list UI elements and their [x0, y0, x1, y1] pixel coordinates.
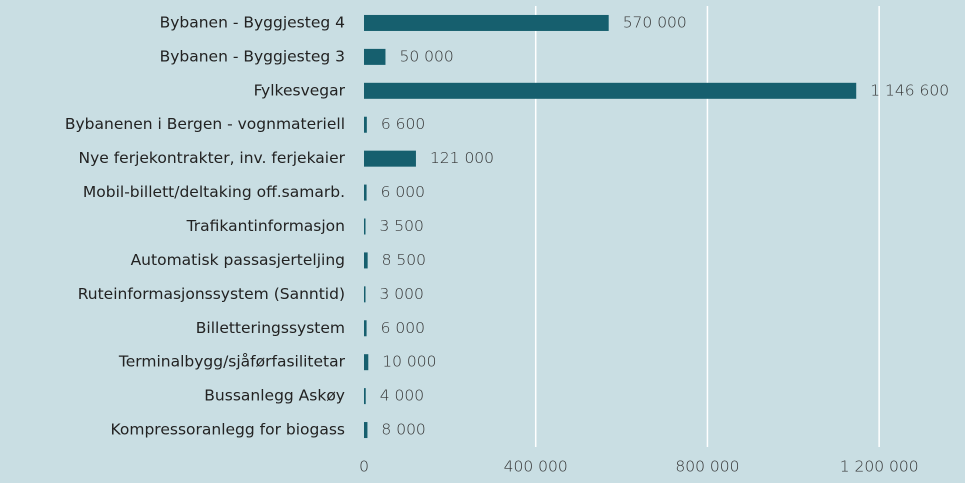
bar	[364, 48, 386, 65]
y-tick-label: Bybanen - Byggjesteg 3	[160, 47, 345, 65]
y-tick-label: Bybanen - Byggjesteg 4	[160, 13, 345, 31]
y-tick-label: Billetteringssystem	[196, 319, 345, 337]
y-tick-label: Kompressoranlegg for biogass	[110, 421, 345, 439]
bar	[364, 286, 366, 303]
bar	[364, 388, 366, 405]
bar	[364, 320, 367, 337]
bar	[364, 184, 367, 201]
y-tick-label: Terminalbygg/sjåførfasilitetar	[118, 353, 346, 371]
x-tick-label: 1 200 000	[840, 458, 919, 476]
bar	[364, 218, 366, 235]
bar	[364, 116, 367, 133]
x-tick-label: 800 000	[675, 458, 739, 476]
value-label: 121 000	[430, 149, 494, 167]
y-tick-label: Automatisk passasjerteljing	[131, 251, 345, 269]
bar	[364, 14, 609, 31]
y-tick-label: Nye ferjekontrakter, inv. ferjekaier	[78, 149, 345, 167]
y-tick-label: Fylkesvegar	[254, 81, 346, 99]
value-label: 4 000	[380, 387, 424, 405]
bar	[364, 150, 416, 167]
value-label: 8 500	[382, 251, 426, 269]
bar	[364, 252, 368, 269]
value-label: 6 000	[381, 183, 425, 201]
value-label: 3 000	[380, 285, 424, 303]
value-label: 1 146 600	[870, 81, 949, 99]
value-label: 3 500	[380, 217, 424, 235]
y-tick-label: Mobil-billett/deltaking off.samarb.	[83, 183, 345, 201]
y-tick-label: Bybanenen i Bergen - vognmateriell	[65, 115, 345, 133]
value-label: 10 000	[382, 353, 436, 371]
value-label: 8 000	[381, 421, 425, 439]
value-label: 50 000	[399, 47, 453, 65]
value-label: 570 000	[623, 13, 687, 31]
y-tick-label: Ruteinformasjonssystem (Sanntid)	[78, 285, 345, 303]
value-label: 6 600	[381, 115, 425, 133]
y-tick-label: Trafikantinformasjon	[186, 217, 345, 235]
bar	[364, 422, 368, 439]
x-tick-label: 0	[359, 458, 369, 476]
y-tick-label: Bussanlegg Askøy	[204, 387, 345, 405]
bar	[364, 82, 857, 99]
x-tick-label: 400 000	[504, 458, 568, 476]
value-label: 6 000	[381, 319, 425, 337]
bar	[364, 354, 369, 371]
